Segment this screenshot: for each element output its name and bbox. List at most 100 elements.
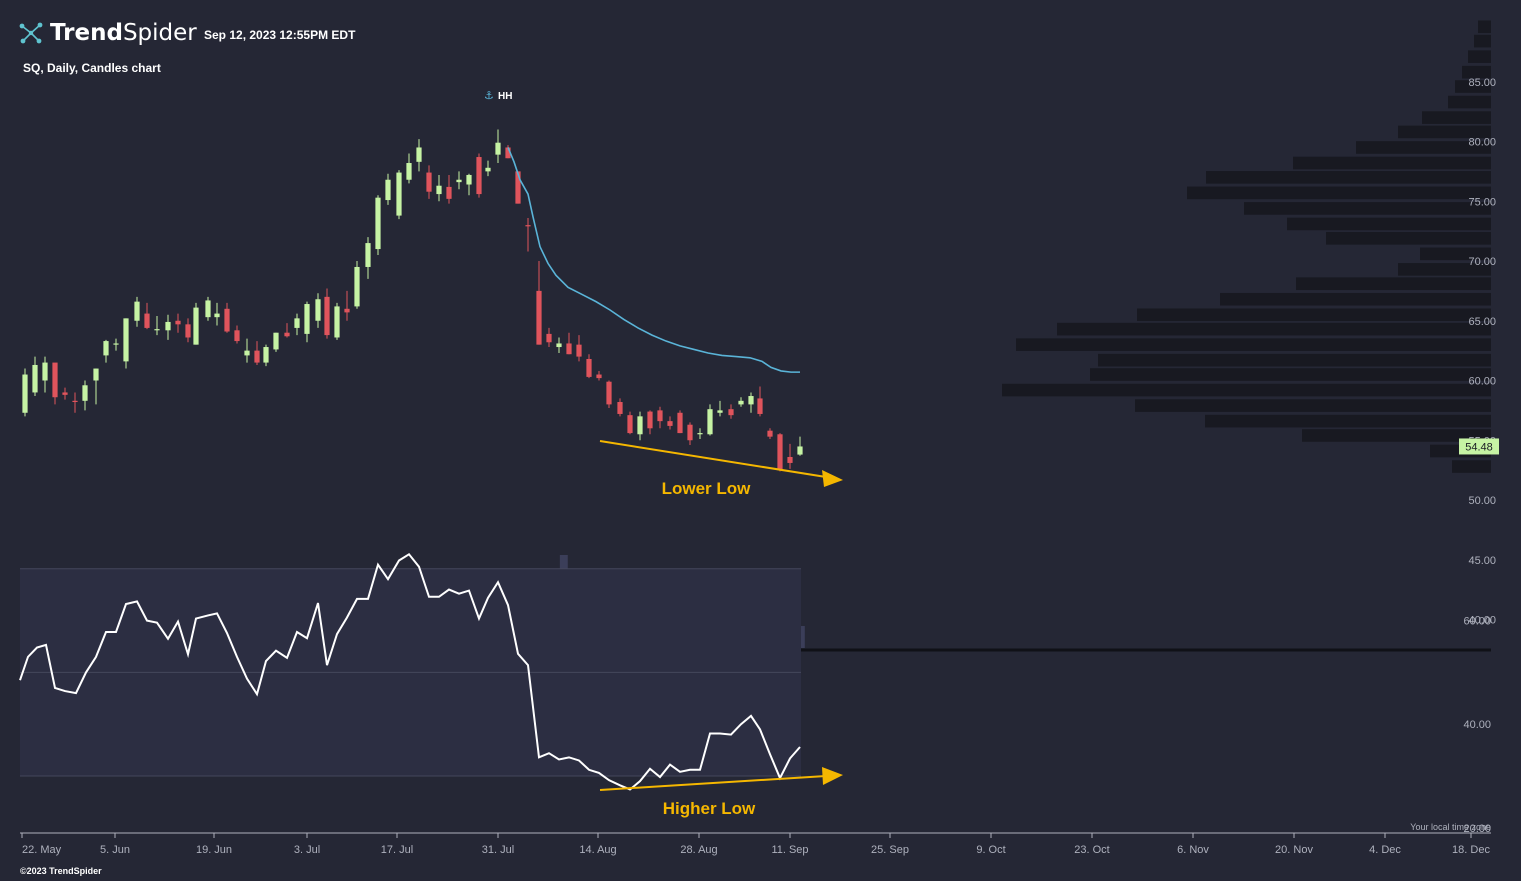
candle[interactable] <box>254 350 260 363</box>
candle[interactable] <box>637 416 643 435</box>
candle[interactable] <box>134 301 140 321</box>
candle[interactable] <box>144 313 150 328</box>
candle[interactable] <box>515 171 521 204</box>
candle[interactable] <box>365 243 371 267</box>
candle[interactable] <box>707 409 713 435</box>
candle[interactable] <box>123 318 129 362</box>
candle[interactable] <box>396 172 402 216</box>
x-axis-label: 20. Nov <box>1275 844 1313 856</box>
volume-profile-bar <box>1098 353 1491 367</box>
candle[interactable] <box>556 343 562 348</box>
candle[interactable] <box>566 343 572 355</box>
volume-profile-bar <box>1468 50 1491 63</box>
moving-average-line <box>507 147 800 373</box>
x-axis-label: 31. Jul <box>482 844 514 856</box>
volume-profile-bar <box>1422 111 1491 124</box>
x-axis-label: 28. Aug <box>680 844 717 856</box>
candle[interactable] <box>426 172 432 192</box>
candle[interactable] <box>304 304 310 334</box>
candle[interactable] <box>446 186 452 199</box>
candle[interactable] <box>214 313 220 318</box>
candle[interactable] <box>525 225 531 227</box>
candle[interactable] <box>416 147 422 162</box>
candle[interactable] <box>234 330 240 342</box>
candle[interactable] <box>436 185 442 195</box>
candle[interactable] <box>576 344 582 357</box>
candle[interactable] <box>767 430 773 437</box>
candle[interactable] <box>354 266 360 307</box>
candle[interactable] <box>717 410 723 413</box>
candle[interactable] <box>485 167 491 172</box>
candle[interactable] <box>82 385 88 401</box>
candle[interactable] <box>113 343 119 345</box>
candle[interactable] <box>797 446 803 455</box>
candle[interactable] <box>657 410 663 422</box>
price-axis-label: 75.00 <box>1468 196 1496 208</box>
candle[interactable] <box>72 400 78 403</box>
candle[interactable] <box>273 332 279 350</box>
x-axis-label: 25. Sep <box>871 844 909 856</box>
candle[interactable] <box>687 424 693 441</box>
candle[interactable] <box>224 308 230 332</box>
volume-profile-bar <box>1187 186 1491 200</box>
volume-profile-bar <box>1206 171 1491 184</box>
candle[interactable] <box>787 456 793 463</box>
candle[interactable] <box>385 179 391 201</box>
candle[interactable] <box>344 308 350 313</box>
candle[interactable] <box>165 321 171 331</box>
candle[interactable] <box>375 197 381 250</box>
candle[interactable] <box>748 396 754 405</box>
candle[interactable] <box>185 324 191 338</box>
candle[interactable] <box>738 400 744 405</box>
candle[interactable] <box>62 392 68 395</box>
candle[interactable] <box>42 362 48 381</box>
volume-profile-bar <box>1137 308 1491 322</box>
candle[interactable] <box>505 147 511 159</box>
x-axis-label: 19. Jun <box>196 844 232 856</box>
candle[interactable] <box>536 290 542 345</box>
candle[interactable] <box>175 320 181 325</box>
candle[interactable] <box>466 174 472 185</box>
candle[interactable] <box>205 300 211 318</box>
candle[interactable] <box>546 333 552 343</box>
candle[interactable] <box>103 341 109 356</box>
candle[interactable] <box>617 402 623 414</box>
volume-profile-bar <box>1016 338 1491 351</box>
price-axis-label: 80.00 <box>1468 137 1496 149</box>
candle[interactable] <box>52 362 58 398</box>
candle[interactable] <box>495 142 501 155</box>
candle[interactable] <box>647 411 653 429</box>
candle[interactable] <box>757 398 763 414</box>
candle[interactable] <box>244 350 250 356</box>
candle[interactable] <box>324 296 330 336</box>
candle[interactable] <box>315 299 321 321</box>
candle[interactable] <box>596 374 602 379</box>
candle[interactable] <box>667 421 673 426</box>
candle[interactable] <box>406 163 412 180</box>
candle[interactable] <box>193 307 199 345</box>
candle[interactable] <box>334 306 340 338</box>
candle[interactable] <box>456 179 462 183</box>
x-axis-label: 6. Nov <box>1177 844 1209 856</box>
candle[interactable] <box>32 364 38 393</box>
candle[interactable] <box>677 412 683 434</box>
lower-low-arrowhead <box>822 470 843 487</box>
candle[interactable] <box>728 409 734 416</box>
price-axis-label: 40.00 <box>1468 615 1496 627</box>
candle[interactable] <box>22 374 28 413</box>
candle[interactable] <box>697 433 703 435</box>
candle[interactable] <box>476 157 482 195</box>
candle[interactable] <box>294 318 300 328</box>
higher-low-arrowhead <box>822 767 843 785</box>
candle[interactable] <box>606 381 612 405</box>
volume-profile-bar <box>1356 141 1491 154</box>
candle[interactable] <box>154 329 160 331</box>
brand-logo: TrendSpider <box>18 20 197 46</box>
candle[interactable] <box>263 347 269 363</box>
candle[interactable] <box>627 415 633 434</box>
candle[interactable] <box>93 368 99 381</box>
candle[interactable] <box>777 434 783 471</box>
candle[interactable] <box>284 332 290 337</box>
candle[interactable] <box>586 358 592 377</box>
